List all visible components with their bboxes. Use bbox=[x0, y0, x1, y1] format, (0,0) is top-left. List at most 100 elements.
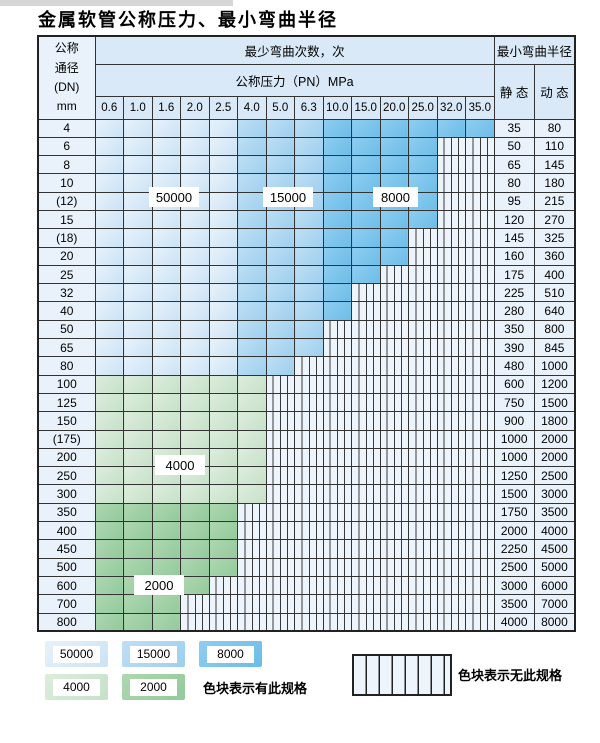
spec-cell-c50000 bbox=[94, 283, 124, 303]
spec-cell-c4000 bbox=[208, 392, 238, 413]
spec-cell-c15000 bbox=[237, 136, 267, 157]
cycle-count-label-2000: 2000 bbox=[134, 575, 184, 595]
spec-cell-c4000 bbox=[237, 466, 267, 486]
static-radius-cell: 1250 bbox=[493, 466, 535, 486]
table-row-dn-150: 150 900 1800 bbox=[37, 411, 576, 431]
no-spec-cell bbox=[351, 557, 381, 577]
dynamic-column-header: 动 态 bbox=[533, 63, 576, 120]
spec-cell-c2000 bbox=[180, 539, 210, 559]
no-spec-cell bbox=[322, 594, 352, 614]
spec-cell-c50000 bbox=[94, 301, 124, 321]
spec-cell-c2000 bbox=[151, 612, 181, 632]
no-spec-cell bbox=[379, 521, 409, 541]
spec-cell-c50000 bbox=[180, 209, 210, 230]
spec-cell-c2000 bbox=[180, 557, 210, 577]
spec-cell-c15000 bbox=[294, 301, 324, 321]
legend-swatch-8000: 8000 bbox=[199, 641, 262, 667]
spec-cell-c50000 bbox=[94, 118, 124, 138]
spec-cell-c15000 bbox=[265, 283, 295, 303]
no-spec-cell bbox=[351, 575, 381, 596]
spec-cell-c4000 bbox=[208, 484, 238, 504]
no-spec-cell bbox=[351, 374, 381, 394]
legend-row-green: 4000 2000 色块表示有此规格 bbox=[45, 674, 565, 700]
static-radius-cell: 120 bbox=[493, 209, 535, 230]
spec-cell-c2000 bbox=[94, 502, 124, 523]
static-radius-cell: 145 bbox=[493, 228, 535, 248]
dynamic-radius-cell: 6000 bbox=[533, 575, 576, 596]
no-spec-cell bbox=[351, 612, 381, 632]
spec-cell-c8000 bbox=[351, 264, 381, 285]
table-row-dn-80: 80 480 1000 bbox=[37, 356, 576, 376]
corner-line-3: (DN) bbox=[54, 79, 80, 94]
no-spec-cell bbox=[408, 594, 438, 614]
dn-cell: 15 bbox=[37, 209, 96, 230]
dynamic-radius-cell: 1800 bbox=[533, 411, 576, 431]
spec-cell-c50000 bbox=[208, 228, 238, 248]
spec-cell-c4000 bbox=[123, 447, 153, 468]
no-spec-cell bbox=[465, 539, 495, 559]
spec-cell-c15000 bbox=[237, 191, 267, 211]
no-spec-cell bbox=[408, 447, 438, 468]
spec-cell-c8000 bbox=[379, 136, 409, 157]
no-spec-cell bbox=[465, 557, 495, 577]
no-spec-cell bbox=[408, 575, 438, 596]
spec-cell-c8000 bbox=[408, 155, 438, 175]
dynamic-radius-cell: 325 bbox=[533, 228, 576, 248]
no-spec-cell bbox=[351, 283, 381, 303]
dn-cell: 800 bbox=[37, 612, 96, 632]
spec-cell-c50000 bbox=[123, 246, 153, 266]
no-spec-cell bbox=[294, 392, 324, 413]
spec-cell-c15000 bbox=[265, 356, 295, 376]
no-spec-cell bbox=[265, 502, 295, 523]
no-spec-cell bbox=[465, 575, 495, 596]
static-radius-cell: 1000 bbox=[493, 429, 535, 449]
spec-cell-c15000 bbox=[237, 173, 267, 193]
no-spec-cell bbox=[294, 466, 324, 486]
dynamic-radius-cell: 400 bbox=[533, 264, 576, 285]
table-row-dn-65: 65 390 845 bbox=[37, 338, 576, 358]
spec-cell-c2000 bbox=[123, 594, 153, 614]
dn-cell: (12) bbox=[37, 191, 96, 211]
spec-cell-c8000 bbox=[351, 155, 381, 175]
no-spec-cell bbox=[294, 447, 324, 468]
no-spec-cell bbox=[322, 557, 352, 577]
spec-cell-c50000 bbox=[208, 356, 238, 376]
spec-cell-c50000 bbox=[94, 356, 124, 376]
dn-cell: 500 bbox=[37, 557, 96, 577]
corner-line-1: 公称 bbox=[54, 41, 79, 56]
spec-cell-c50000 bbox=[180, 301, 210, 321]
pressure-column-header: 4.0 bbox=[237, 95, 267, 120]
table-row-dn-300: 300 1500 3000 bbox=[37, 484, 576, 504]
legend-swatch-2000: 2000 bbox=[122, 674, 185, 700]
no-spec-cell bbox=[237, 502, 267, 523]
table-row-dn-8: 8 65 145 bbox=[37, 155, 576, 175]
static-radius-cell: 350 bbox=[493, 319, 535, 340]
table-row-dn-400: 400 2000 4000 bbox=[37, 521, 576, 541]
spec-cell-c8000 bbox=[351, 228, 381, 248]
no-spec-cell bbox=[379, 502, 409, 523]
no-spec-cell bbox=[436, 319, 466, 340]
no-spec-cell bbox=[465, 411, 495, 431]
no-spec-cell bbox=[351, 484, 381, 504]
spec-cell-c50000 bbox=[151, 338, 181, 358]
no-spec-cell bbox=[351, 319, 381, 340]
no-spec-cell bbox=[436, 411, 466, 431]
scan-artifact-strip bbox=[0, 0, 233, 6]
spec-cell-c15000 bbox=[265, 246, 295, 266]
no-spec-cell bbox=[408, 319, 438, 340]
dn-cell: 250 bbox=[37, 466, 96, 486]
spec-cell-c4000 bbox=[151, 484, 181, 504]
spec-cell-c8000 bbox=[322, 228, 352, 248]
spec-cell-c50000 bbox=[180, 118, 210, 138]
spec-cell-c50000 bbox=[180, 338, 210, 358]
spec-cell-c50000 bbox=[151, 136, 181, 157]
table-row-dn-200: 200 1000 2000 bbox=[37, 447, 576, 468]
spec-cell-c4000 bbox=[237, 484, 267, 504]
no-spec-cell bbox=[465, 246, 495, 266]
spec-cell-c2000 bbox=[151, 539, 181, 559]
no-spec-cell bbox=[265, 429, 295, 449]
table-row-dn-800: 800 4000 8000 bbox=[37, 612, 576, 632]
no-spec-cell bbox=[465, 264, 495, 285]
pressure-column-header: 35.0 bbox=[465, 95, 495, 120]
no-spec-cell bbox=[322, 521, 352, 541]
